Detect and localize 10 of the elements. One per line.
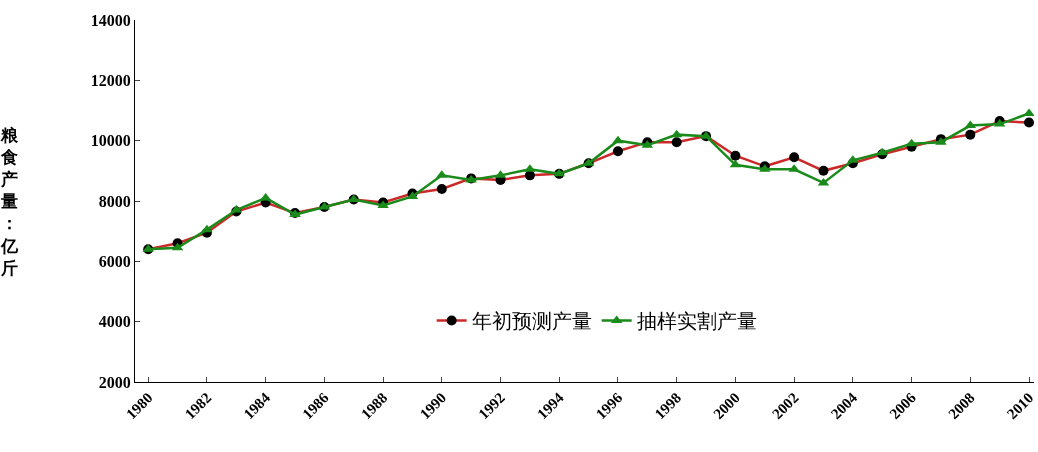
y-tick-label: 14000 [90,11,131,29]
legend-label: 年初预测产量 [471,309,592,334]
y-axis-title: 粮食产量：亿斤 [0,125,19,278]
y-tick-label: 2000 [98,373,131,391]
y-tick-label: 8000 [98,192,131,210]
y-tick-label: 6000 [98,252,131,270]
y-tick-label: 10000 [90,132,131,150]
y-tick-label: 12000 [90,71,131,89]
legend-label: 抽样实割产量 [636,309,757,334]
y-tick-label: 4000 [98,313,131,331]
